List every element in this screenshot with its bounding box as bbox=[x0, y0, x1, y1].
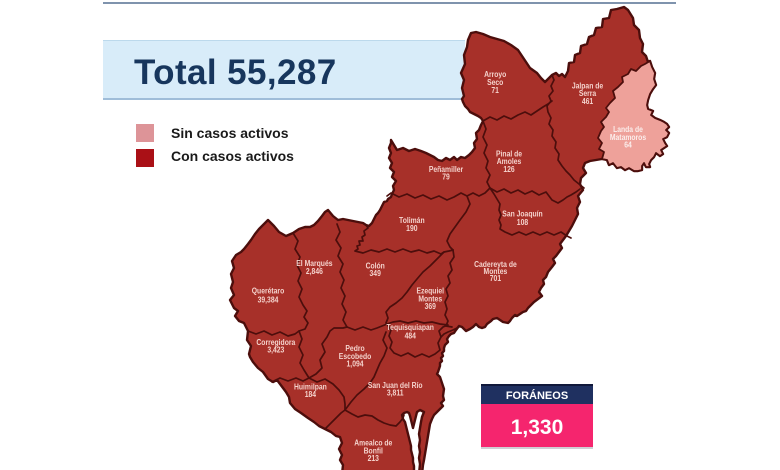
svg-text:Pedro: Pedro bbox=[345, 343, 365, 353]
svg-text:Jalpan de: Jalpan de bbox=[572, 81, 604, 91]
svg-text:Montes: Montes bbox=[418, 294, 442, 304]
svg-text:190: 190 bbox=[406, 223, 417, 233]
svg-text:349: 349 bbox=[370, 268, 381, 278]
svg-text:369: 369 bbox=[425, 301, 436, 311]
svg-text:Matamoros: Matamoros bbox=[610, 132, 646, 142]
svg-text:184: 184 bbox=[305, 389, 317, 399]
svg-text:126: 126 bbox=[503, 164, 514, 174]
svg-text:3,811: 3,811 bbox=[387, 388, 404, 398]
svg-text:39,384: 39,384 bbox=[258, 295, 279, 305]
svg-text:484: 484 bbox=[405, 331, 417, 341]
svg-text:3,423: 3,423 bbox=[267, 345, 284, 355]
svg-text:213: 213 bbox=[368, 453, 379, 463]
svg-text:Serra: Serra bbox=[579, 88, 597, 98]
svg-text:Escobedo: Escobedo bbox=[339, 351, 372, 361]
svg-text:Cadereyta de: Cadereyta de bbox=[474, 259, 517, 269]
svg-text:Pinal de: Pinal de bbox=[496, 149, 523, 159]
svg-text:Querétaro: Querétaro bbox=[252, 286, 285, 296]
svg-text:Landa de: Landa de bbox=[613, 124, 643, 134]
svg-text:108: 108 bbox=[517, 217, 529, 227]
svg-text:701: 701 bbox=[490, 273, 502, 283]
svg-text:71: 71 bbox=[491, 85, 499, 95]
svg-text:El Marqués: El Marqués bbox=[296, 258, 332, 268]
svg-text:Bonfil: Bonfil bbox=[364, 446, 383, 456]
svg-text:461: 461 bbox=[582, 96, 594, 106]
svg-text:San Juan del Río: San Juan del Río bbox=[368, 380, 423, 390]
svg-text:Montes: Montes bbox=[484, 266, 508, 276]
svg-text:Huimilpan: Huimilpan bbox=[294, 382, 327, 392]
svg-text:Ezequiel: Ezequiel bbox=[416, 286, 444, 296]
svg-text:Colón: Colón bbox=[366, 261, 386, 271]
svg-text:Tequisquiapan: Tequisquiapan bbox=[387, 322, 435, 332]
svg-text:Peñamiller: Peñamiller bbox=[429, 164, 463, 174]
svg-text:79: 79 bbox=[442, 172, 450, 182]
svg-text:Amealco de: Amealco de bbox=[354, 438, 393, 448]
svg-text:San Joaquín: San Joaquín bbox=[502, 209, 543, 219]
svg-text:2,846: 2,846 bbox=[306, 266, 323, 276]
svg-text:64: 64 bbox=[624, 140, 632, 150]
svg-text:Tolimán: Tolimán bbox=[399, 215, 425, 225]
svg-text:Seco: Seco bbox=[487, 77, 504, 87]
svg-text:Arroyo: Arroyo bbox=[484, 69, 507, 79]
svg-text:Corregidora: Corregidora bbox=[256, 337, 296, 347]
svg-text:Amoles: Amoles bbox=[497, 156, 522, 166]
svg-text:1,094: 1,094 bbox=[347, 359, 365, 369]
